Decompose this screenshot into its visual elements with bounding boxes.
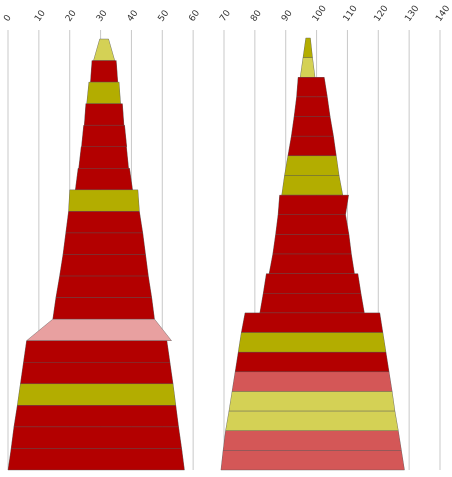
stack-2-segment-14 bbox=[259, 293, 365, 314]
stack-1-segment-3 bbox=[86, 81, 121, 104]
stack-2-segment-6 bbox=[287, 135, 337, 157]
stack-1-segment-9 bbox=[65, 211, 144, 234]
stack-2-segment-17 bbox=[234, 351, 390, 373]
stack-1-segment-5 bbox=[81, 124, 128, 147]
stack-2-segment-11 bbox=[272, 234, 352, 255]
tick-label-90: 90 bbox=[280, 8, 295, 23]
stack-1-segment-15 bbox=[23, 340, 171, 363]
stack-2 bbox=[220, 37, 405, 471]
stack-2-segment-3 bbox=[296, 77, 328, 98]
stack-1-segment-8 bbox=[68, 189, 140, 212]
stack-1-segment-11 bbox=[59, 254, 149, 277]
tick-label-60: 60 bbox=[187, 8, 202, 23]
stacks bbox=[7, 37, 405, 471]
stack-2-segment-8 bbox=[281, 175, 344, 196]
tick-label-30: 30 bbox=[95, 8, 110, 23]
stack-1-segment-14 bbox=[25, 318, 172, 341]
tick-label-100: 100 bbox=[311, 4, 329, 24]
stack-2-segment-20 bbox=[225, 410, 399, 431]
stack-2-segment-16 bbox=[237, 332, 387, 353]
stack-1 bbox=[7, 38, 185, 471]
stack-1-segment-1 bbox=[93, 38, 116, 61]
stack-2-segment-7 bbox=[284, 155, 340, 176]
stack-2-segment-19 bbox=[228, 391, 396, 412]
stack-2-segment-2 bbox=[299, 57, 316, 78]
stack-2-segment-18 bbox=[231, 371, 393, 392]
stack-1-segment-4 bbox=[84, 103, 125, 126]
tick-label-80: 80 bbox=[249, 8, 264, 23]
stack-2-segment-1 bbox=[302, 37, 313, 58]
stack-1-segment-18 bbox=[13, 405, 179, 428]
tick-label-40: 40 bbox=[126, 8, 141, 23]
stack-1-segment-12 bbox=[55, 275, 153, 298]
stack-1-segment-20 bbox=[7, 448, 185, 471]
x-axis-tick-labels: 0 10 20 30 40 50 60 70 80 90 100 110 120 130 140 bbox=[2, 4, 452, 24]
tick-label-50: 50 bbox=[157, 8, 172, 23]
tick-label-110: 110 bbox=[342, 4, 360, 24]
tick-label-20: 20 bbox=[64, 8, 79, 23]
tick-label-140: 140 bbox=[434, 4, 452, 24]
stack-2-segment-22 bbox=[220, 450, 405, 471]
stack-1-segment-2 bbox=[90, 60, 119, 83]
stack-2-segment-4 bbox=[293, 96, 331, 117]
stack-2-segment-13 bbox=[262, 273, 362, 294]
stack-1-segment-10 bbox=[62, 232, 146, 255]
stack-1-segment-17 bbox=[17, 383, 177, 406]
tick-label-70: 70 bbox=[218, 8, 233, 23]
stack-2-segment-21 bbox=[222, 430, 402, 451]
tick-label-120: 120 bbox=[373, 4, 391, 24]
stack-2-segment-9 bbox=[277, 194, 349, 215]
tick-label-0: 0 bbox=[2, 13, 14, 24]
stack-2-segment-5 bbox=[291, 116, 334, 137]
stack-1-segment-6 bbox=[78, 146, 129, 169]
stack-2-segment-10 bbox=[275, 214, 350, 235]
stack-2-segment-15 bbox=[241, 312, 384, 333]
stack-1-segment-16 bbox=[20, 362, 174, 384]
stack-1-segment-7 bbox=[75, 168, 133, 191]
tick-label-10: 10 bbox=[33, 8, 48, 23]
tick-label-130: 130 bbox=[403, 4, 421, 24]
stack-1-segment-13 bbox=[52, 297, 155, 320]
stack-1-segment-19 bbox=[10, 426, 182, 449]
stack-2-segment-12 bbox=[268, 253, 355, 274]
